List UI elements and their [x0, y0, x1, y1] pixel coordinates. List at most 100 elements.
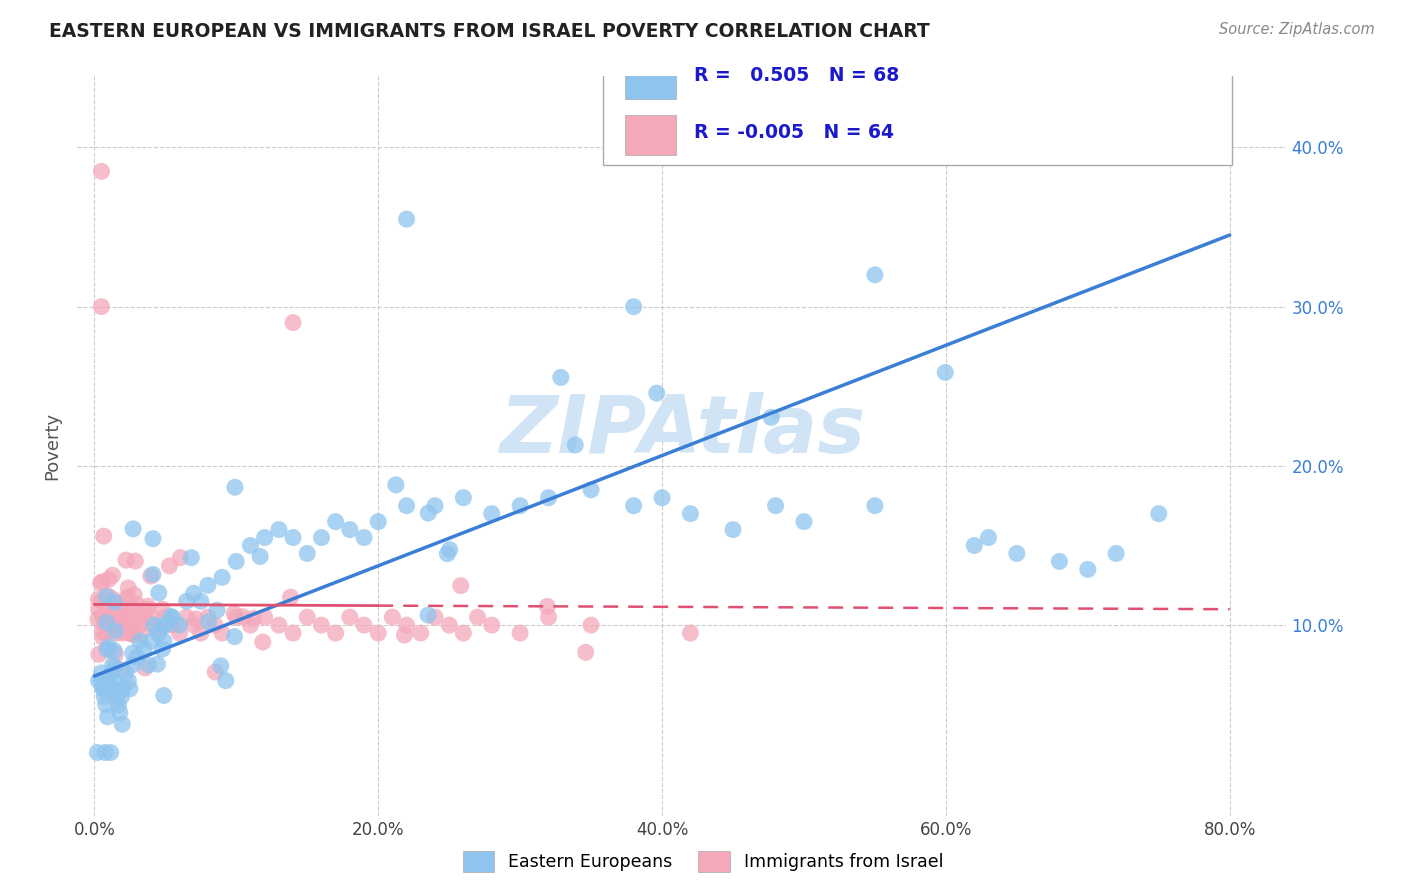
Point — [197, 610, 219, 624]
Point — [211, 626, 233, 640]
Point — [97, 710, 120, 724]
Point — [93, 690, 115, 704]
Point — [87, 602, 110, 616]
Point — [152, 642, 174, 657]
Point — [125, 610, 148, 624]
Point — [162, 610, 184, 624]
Point — [111, 681, 134, 696]
Point — [91, 624, 114, 639]
Point — [118, 626, 141, 640]
Point — [132, 610, 155, 624]
Point — [124, 554, 146, 568]
Point — [963, 539, 986, 553]
Point — [311, 531, 333, 545]
Point — [136, 657, 159, 672]
Point — [121, 646, 143, 660]
Point — [467, 610, 489, 624]
Point — [148, 626, 170, 640]
Point — [108, 706, 131, 720]
Point — [169, 618, 191, 632]
FancyBboxPatch shape — [603, 50, 1232, 165]
Point — [100, 665, 122, 680]
Point — [249, 549, 271, 564]
Point — [481, 618, 503, 632]
Point — [157, 558, 180, 573]
Point — [1047, 554, 1070, 568]
Text: ZIPAtlas: ZIPAtlas — [499, 392, 865, 470]
Point — [129, 626, 152, 640]
Text: R = -0.005   N = 64: R = -0.005 N = 64 — [695, 123, 894, 142]
Point — [205, 603, 228, 617]
Point — [297, 610, 319, 624]
Point — [152, 602, 174, 616]
Point — [409, 626, 432, 640]
Point — [1147, 507, 1170, 521]
Point — [423, 610, 446, 624]
Point — [104, 624, 127, 638]
Point — [87, 673, 110, 688]
Point — [94, 698, 117, 712]
Point — [110, 690, 132, 704]
Point — [160, 609, 183, 624]
Point — [103, 595, 125, 609]
Point — [87, 648, 110, 662]
Point — [148, 586, 170, 600]
Point — [90, 164, 112, 178]
Point — [132, 642, 155, 657]
Point — [215, 673, 238, 688]
Point — [934, 366, 956, 380]
Point — [90, 300, 112, 314]
Point — [117, 618, 139, 632]
Point — [367, 515, 389, 529]
Point — [108, 602, 131, 616]
Point — [204, 618, 226, 632]
Point — [1077, 562, 1099, 576]
Point — [104, 618, 127, 632]
Point — [281, 626, 304, 640]
Point — [224, 630, 246, 644]
Point — [142, 567, 165, 582]
Point — [242, 611, 264, 625]
Point — [1105, 546, 1128, 560]
Point — [416, 608, 439, 623]
Point — [94, 626, 117, 640]
Point — [481, 507, 503, 521]
Point — [645, 386, 668, 401]
Point — [97, 640, 120, 654]
Point — [395, 499, 418, 513]
Point — [575, 645, 598, 659]
Point — [311, 618, 333, 632]
Point — [325, 515, 347, 529]
Point — [267, 618, 290, 632]
Point — [385, 478, 408, 492]
Point — [91, 631, 114, 645]
Point — [90, 594, 112, 608]
Point — [117, 673, 139, 688]
Point — [225, 554, 247, 568]
Point — [128, 634, 150, 648]
Point — [765, 499, 787, 513]
Point — [100, 599, 122, 613]
Point — [579, 618, 602, 632]
Point — [537, 610, 560, 624]
Point — [100, 746, 122, 760]
Point — [197, 578, 219, 592]
Point — [537, 491, 560, 505]
Point — [122, 588, 145, 602]
Point — [90, 673, 112, 688]
Point — [450, 579, 472, 593]
Point — [96, 642, 118, 657]
Point — [98, 607, 121, 621]
Point — [93, 681, 115, 695]
Point — [651, 491, 673, 505]
Text: R =   0.505   N = 68: R = 0.505 N = 68 — [695, 66, 900, 85]
Point — [977, 531, 1000, 545]
Point — [111, 626, 134, 640]
Point — [679, 626, 702, 640]
Point — [97, 572, 120, 586]
Point — [339, 610, 361, 624]
Point — [394, 628, 416, 642]
Point — [105, 626, 128, 640]
Point — [280, 590, 302, 604]
Point — [225, 610, 247, 624]
